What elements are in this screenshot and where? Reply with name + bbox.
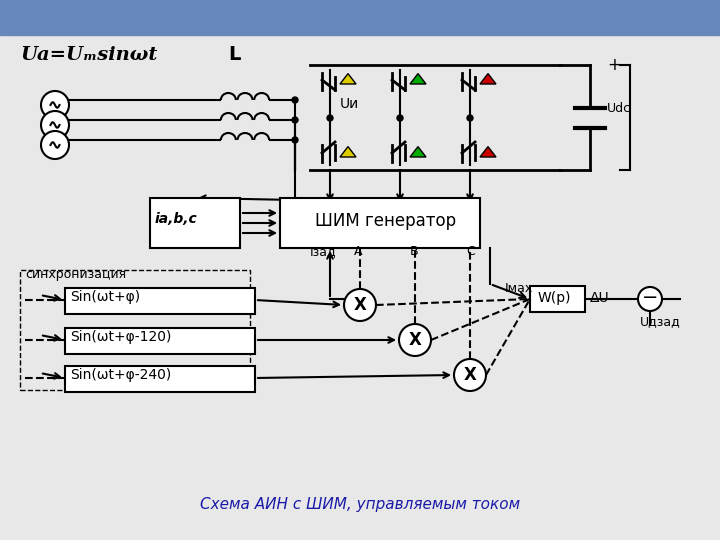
Bar (65, 366, 255, 392)
Polygon shape (340, 146, 356, 157)
Circle shape (344, 289, 376, 321)
Bar (20, 270, 250, 390)
Circle shape (292, 137, 298, 143)
Text: X: X (354, 296, 366, 314)
Circle shape (454, 359, 486, 391)
Circle shape (397, 115, 403, 121)
Circle shape (292, 97, 298, 103)
Text: W(p): W(p) (538, 291, 572, 305)
Text: Uа=Uₘsinωt: Uа=Uₘsinωt (20, 46, 158, 64)
Polygon shape (480, 73, 496, 84)
Text: Iзад: Iзад (310, 245, 337, 258)
Text: Схема АИН с ШИМ, управляемым током: Схема АИН с ШИМ, управляемым током (200, 497, 520, 512)
Circle shape (399, 324, 431, 356)
Text: +: + (607, 56, 621, 74)
Text: iа,b,c: iа,b,c (155, 212, 198, 226)
Circle shape (292, 117, 298, 123)
Bar (65, 288, 255, 314)
Bar (65, 328, 255, 354)
Circle shape (41, 91, 69, 119)
Bar (530, 286, 585, 312)
Text: X: X (408, 331, 421, 349)
Text: Iмах: Iмах (505, 282, 534, 295)
Text: A: A (354, 245, 362, 258)
Circle shape (41, 111, 69, 139)
Bar (280, 198, 480, 248)
Text: −: − (642, 287, 658, 307)
Text: ΔU: ΔU (590, 291, 610, 305)
Polygon shape (410, 73, 426, 84)
Text: C: C (466, 245, 474, 258)
Polygon shape (480, 146, 496, 157)
Text: Uдзад: Uдзад (640, 315, 680, 328)
Polygon shape (340, 73, 356, 84)
Text: B: B (410, 245, 418, 258)
Text: Sin(ωt+φ-120): Sin(ωt+φ-120) (70, 330, 171, 344)
Circle shape (41, 131, 69, 159)
Polygon shape (410, 146, 426, 157)
Circle shape (467, 115, 473, 121)
Text: L: L (228, 45, 240, 64)
Circle shape (638, 287, 662, 311)
Text: X: X (464, 366, 477, 384)
Circle shape (327, 115, 333, 121)
Text: синхронизация: синхронизация (25, 268, 126, 281)
Text: Sin(ωt+φ): Sin(ωt+φ) (70, 290, 140, 304)
Text: Sin(ωt+φ-240): Sin(ωt+φ-240) (70, 368, 171, 382)
Text: ШИМ генератор: ШИМ генератор (315, 212, 456, 230)
Text: Uи: Uи (340, 97, 359, 111)
Text: Udc: Udc (607, 103, 631, 116)
Bar (0, 0, 720, 35)
Bar (150, 198, 240, 248)
